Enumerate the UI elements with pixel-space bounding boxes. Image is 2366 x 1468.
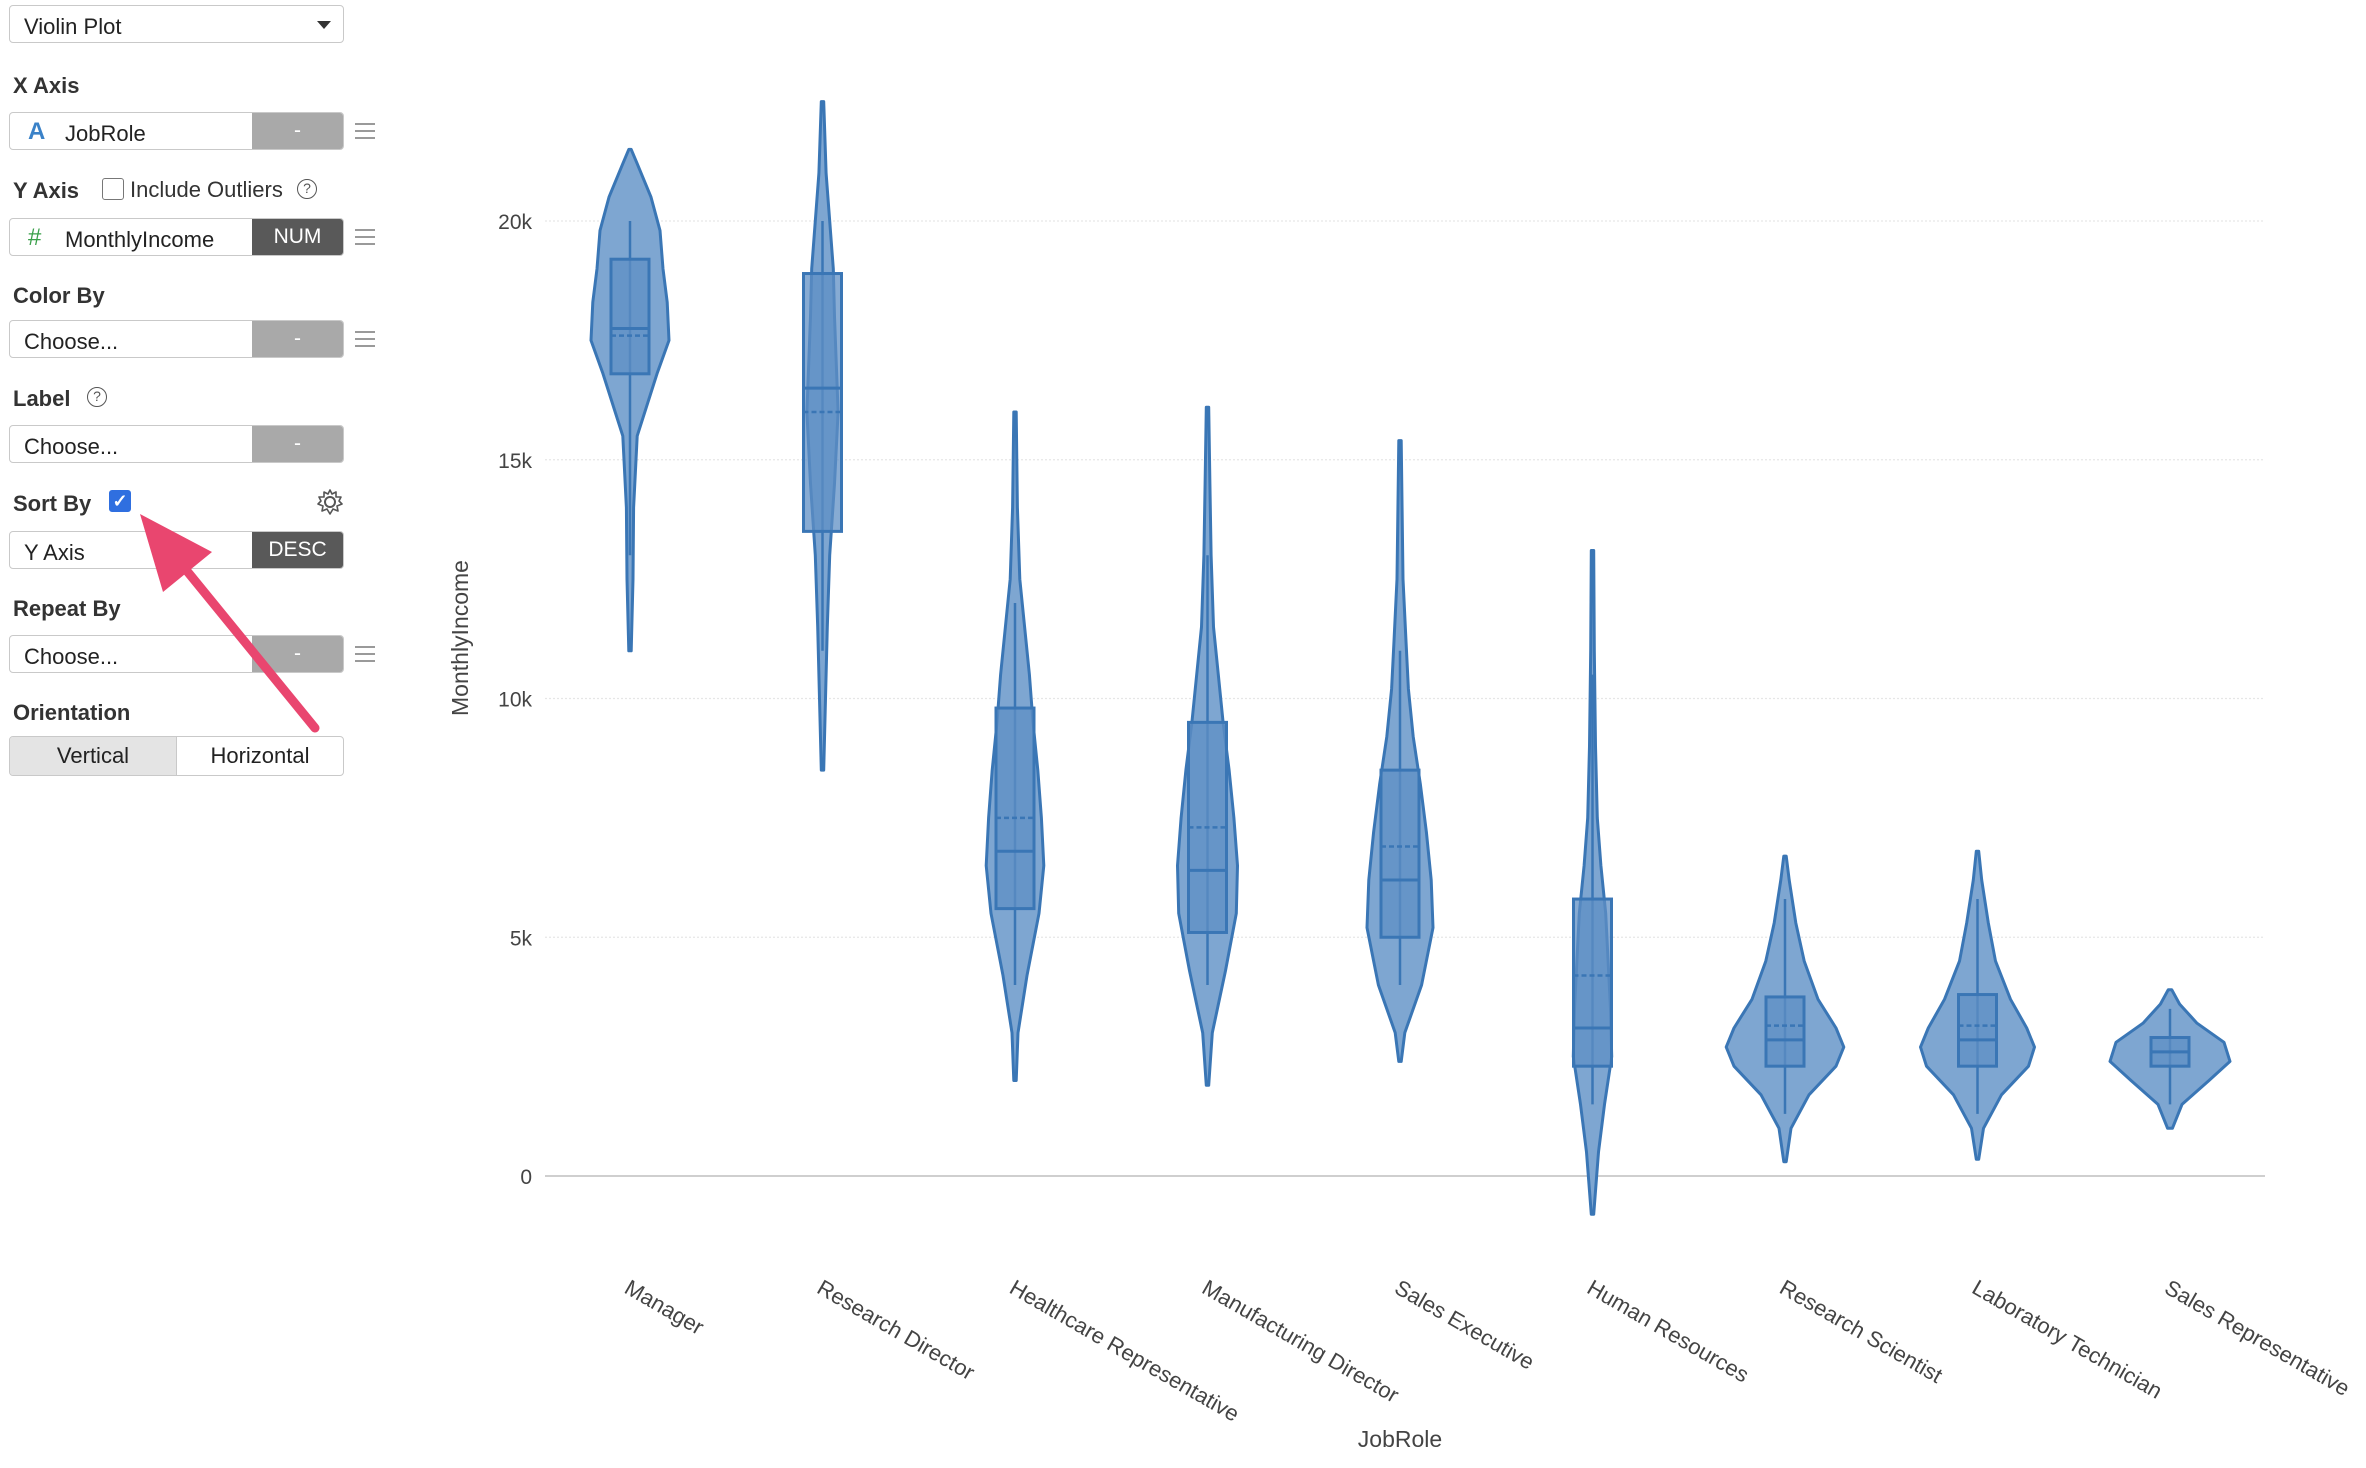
y-tick-label: 20k: [498, 211, 532, 234]
label-type-button[interactable]: -: [252, 426, 343, 462]
iqr-box: [1957, 993, 1998, 1068]
x-tick-label: Sales Executive: [1391, 1275, 1539, 1375]
include-outliers-checkbox[interactable]: [102, 178, 124, 200]
violin-laboratory-technician[interactable]: [1919, 849, 2036, 1161]
y-axis-title: MonthlyIncome: [447, 560, 473, 716]
repeat-by-field[interactable]: Choose... -: [9, 635, 344, 673]
annotation-arrow: [140, 514, 320, 733]
x-tick-label: Manufacturing Director: [1198, 1275, 1403, 1408]
orientation-vertical[interactable]: Vertical: [10, 737, 177, 775]
sort-order-button[interactable]: DESC: [252, 532, 343, 568]
iqr-box: [802, 272, 843, 533]
chart-type-select[interactable]: Violin Plot: [9, 5, 344, 43]
y-axis-type-button[interactable]: NUM: [252, 219, 343, 255]
label-label: Label: [13, 386, 71, 411]
text-type-icon: A: [28, 118, 46, 145]
y-tick-label: 15k: [498, 450, 532, 473]
repeat-by-menu-icon[interactable]: [355, 646, 375, 662]
iqr-box: [1572, 897, 1613, 1068]
label-value: Choose...: [24, 434, 119, 459]
violin-human-resources[interactable]: [1571, 548, 1614, 1216]
include-outliers-label: Include Outliers: [130, 177, 283, 202]
orientation-toggle[interactable]: Vertical Horizontal: [9, 736, 344, 776]
orientation-horizontal[interactable]: Horizontal: [210, 743, 310, 768]
y-axis-label: Y Axis: [13, 178, 80, 203]
violin-sales-executive[interactable]: [1365, 439, 1435, 1063]
x-tick-label: Laboratory Technician: [1968, 1275, 2167, 1404]
number-type-icon: #: [28, 224, 42, 251]
iqr-box: [1764, 995, 1806, 1068]
x-tick-label: Sales Representative: [2161, 1275, 2355, 1401]
gear-icon[interactable]: [316, 488, 344, 516]
repeat-by-value: Choose...: [24, 644, 119, 669]
settings-panel: Violin Plot X Axis A JobRole - Y Axis In…: [0, 0, 400, 1468]
y-tick-label: 5k: [510, 927, 533, 950]
help-icon[interactable]: ?: [87, 387, 107, 407]
x-axis-type-button[interactable]: -: [252, 113, 343, 149]
violin-healthcare-representative[interactable]: [984, 410, 1046, 1082]
x-tick-label: Research Director: [813, 1275, 979, 1385]
x-axis-field-value: JobRole: [65, 121, 146, 146]
sort-by-label: Sort By: [13, 491, 92, 516]
iqr-box: [1379, 768, 1421, 939]
chevron-down-icon: [317, 21, 331, 29]
violin-manager[interactable]: [589, 147, 671, 653]
sort-by-checkbox[interactable]: ✓: [109, 490, 131, 512]
y-tick-label: 10k: [498, 689, 532, 712]
orientation-label: Orientation: [13, 700, 131, 725]
violin-research-scientist[interactable]: [1724, 854, 1846, 1164]
x-axis-label: X Axis: [13, 73, 80, 98]
iqr-box: [994, 706, 1036, 911]
chart-type-value: Violin Plot: [24, 14, 122, 39]
y-axis-field-value: MonthlyIncome: [65, 227, 215, 252]
y-axis-field[interactable]: # MonthlyIncome NUM: [9, 218, 344, 256]
violin-layer: [589, 100, 2232, 1216]
iqr-box: [609, 257, 651, 376]
color-by-type-button[interactable]: -: [252, 321, 343, 357]
color-by-field[interactable]: Choose... -: [9, 320, 344, 358]
sort-by-value: Y Axis: [24, 540, 85, 565]
violin-research-director[interactable]: [802, 100, 843, 772]
x-tick-label: Manager: [621, 1275, 709, 1340]
x-tick-label: Human Resources: [1583, 1275, 1753, 1388]
y-axis-menu-icon[interactable]: [355, 229, 375, 245]
repeat-by-label: Repeat By: [13, 596, 121, 621]
x-axis-menu-icon[interactable]: [355, 123, 375, 139]
x-axis-field[interactable]: A JobRole -: [9, 112, 344, 150]
x-axis-title: JobRole: [1358, 1426, 1442, 1452]
violin-sales-representative[interactable]: [2108, 988, 2232, 1130]
color-by-label: Color By: [13, 283, 105, 308]
color-by-menu-icon[interactable]: [355, 331, 375, 347]
x-tick-label: Research Scientist: [1776, 1275, 1947, 1388]
violin-manufacturing-director[interactable]: [1176, 405, 1239, 1087]
color-by-value: Choose...: [24, 329, 119, 354]
y-tick-label: 0: [520, 1166, 532, 1189]
label-field[interactable]: Choose... -: [9, 425, 344, 463]
help-icon[interactable]: ?: [297, 179, 317, 199]
